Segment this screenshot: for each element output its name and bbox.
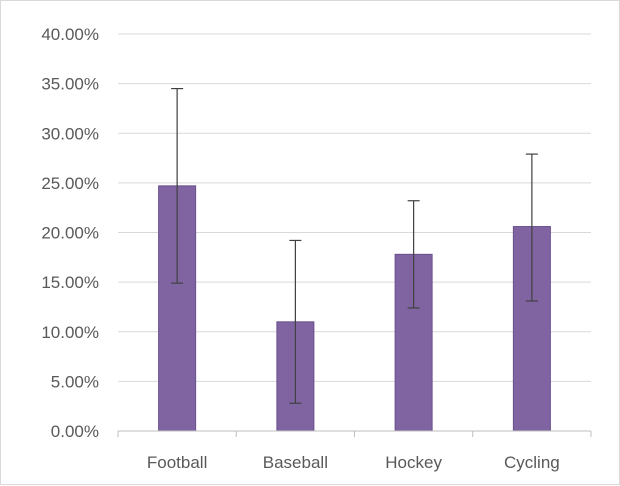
gridlines: [118, 33, 591, 382]
error-bars: [171, 87, 538, 404]
y-tick-label: 15.00%: [41, 273, 99, 292]
x-axis-category-labels: Football Baseball Hockey Cycling: [147, 453, 560, 472]
y-tick-label: 20.00%: [41, 224, 99, 243]
x-tick-label: Cycling: [504, 453, 560, 472]
y-tick-label: 40.00%: [41, 25, 99, 44]
bar: [512, 226, 551, 432]
y-axis-tick-labels: 0.00% 5.00% 10.00% 15.00% 20.00% 25.00% 30.00%…: [41, 25, 99, 441]
bars: [158, 185, 551, 432]
x-tick-label: Hockey: [385, 453, 442, 472]
x-tick-label: Baseball: [263, 453, 328, 472]
x-tick-label: Football: [147, 453, 207, 472]
x-axis: [117, 430, 592, 437]
y-tick-label: 25.00%: [41, 174, 99, 193]
y-tick-label: 5.00%: [51, 372, 99, 391]
y-tick-label: 10.00%: [41, 323, 99, 342]
y-tick-label: 35.00%: [41, 75, 99, 94]
y-tick-label: 30.00%: [41, 124, 99, 143]
y-tick-label: 0.00%: [51, 422, 99, 441]
